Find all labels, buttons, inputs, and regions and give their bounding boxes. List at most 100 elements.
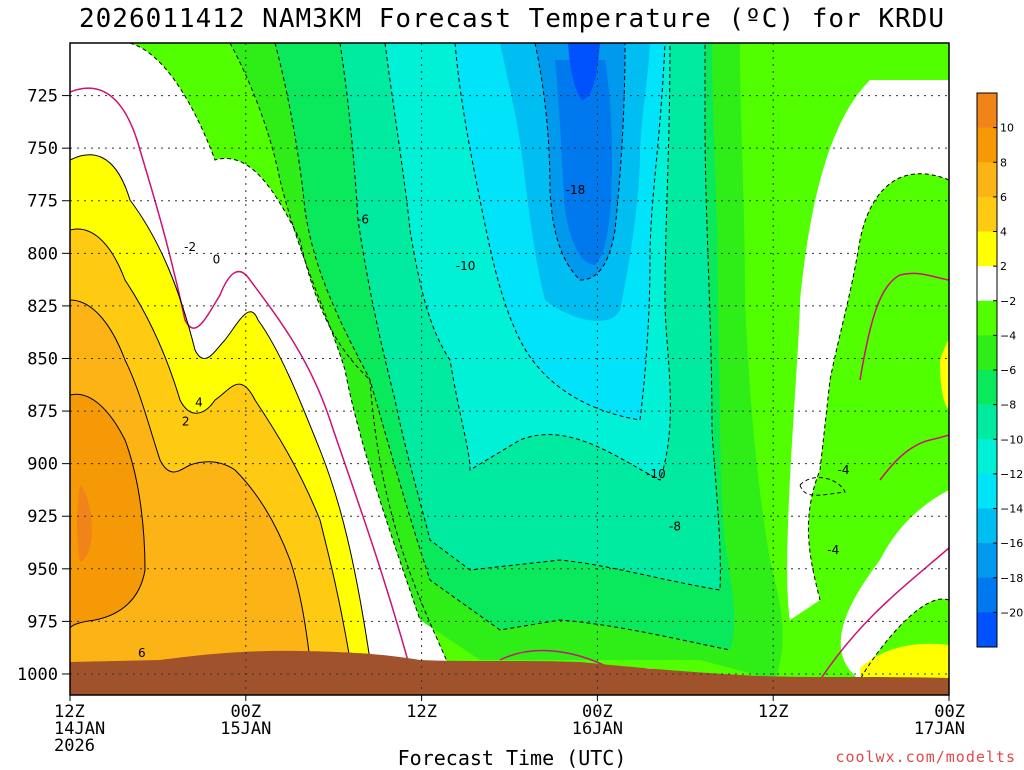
y-tick-label: 975: [27, 612, 58, 632]
x-tick-label: 14JAN: [54, 719, 105, 739]
freezing-line-right: [819, 547, 949, 681]
isotherm-m2-right: [859, 598, 949, 681]
x-tick-label: 00Z: [582, 702, 613, 722]
y-tick-label: 750: [27, 139, 58, 159]
x-tick-label: 12Z: [758, 702, 789, 722]
colorbar-tick-label: −18: [1000, 572, 1023, 585]
colorbar-bin: [977, 543, 997, 579]
colorbar-bin: [977, 612, 997, 648]
colorbar-bin: [977, 577, 997, 613]
isotherm-4: [70, 228, 351, 661]
freezing-line-bottom: [499, 649, 611, 669]
colorbar-tick-label: 4: [1000, 226, 1007, 239]
contour-label: 4: [195, 396, 203, 410]
colorbar-bin: [977, 370, 997, 406]
contour-label: -8: [669, 520, 681, 534]
isotherm-m4-loop: [799, 476, 846, 496]
colorbar: 10 8 6 4 2 −2 −4 −6 −8 −10 −12 −14 −16 −18 −20: [976, 92, 1023, 648]
x-tick-label: 12Z: [406, 702, 437, 722]
x-tick-label: 2026: [54, 736, 95, 756]
band-right-edge: [940, 338, 949, 410]
y-tick-label: 925: [27, 507, 58, 527]
freezing-line-right-mid: [879, 434, 949, 481]
y-tick-label: 900: [27, 455, 58, 475]
colorbar-bin: [977, 196, 997, 232]
colorbar-bin: [977, 404, 997, 440]
colorbar-tick-label: −4: [1000, 329, 1016, 342]
colorbar-tick-label: −2: [1000, 295, 1016, 308]
colorbar-tick-label: −16: [1000, 537, 1023, 550]
colorbar-tick-label: −6: [1000, 364, 1016, 377]
contour-label: -6: [357, 213, 369, 227]
contour-label: -4: [838, 463, 850, 477]
x-tick-label: 16JAN: [572, 719, 623, 739]
colorbar-tick-label: 2: [1000, 260, 1007, 273]
isotherm-m8: [339, 43, 721, 591]
colorbar-tick-label: 6: [1000, 191, 1007, 204]
y-tick-label: 800: [27, 244, 58, 264]
x-tick-label: 17JAN: [914, 719, 965, 739]
colorbar-tick-label: −14: [1000, 503, 1023, 516]
y-tick-label: 950: [27, 560, 58, 580]
colorbar-tick-label: −12: [1000, 468, 1023, 481]
colorbar-tick-label: −10: [1000, 433, 1023, 446]
band-10-12: [77, 485, 92, 562]
colorbar-tick-label: 8: [1000, 156, 1007, 169]
contour-label: -10: [456, 259, 476, 273]
isotherm-m12: [454, 43, 666, 421]
isotherm-6: [70, 299, 311, 661]
colorbar-bin: [977, 93, 997, 129]
colorbar-bin: [977, 335, 997, 371]
y-tick-label: 825: [27, 297, 58, 317]
colorbar-bin: [977, 127, 997, 163]
y-tick-label: 875: [27, 402, 58, 422]
credit-link[interactable]: coolwx.com/modelts: [835, 748, 1016, 766]
contour-label: -18: [566, 183, 586, 197]
contour-label: -4: [827, 543, 839, 557]
isotherm-m16: [534, 43, 626, 281]
contour-label: 6: [138, 646, 146, 660]
contour-label: 0: [213, 253, 221, 267]
colorbar-bin: [977, 473, 997, 509]
band-warm-pocket: [196, 521, 226, 566]
contour-label: -10: [646, 467, 666, 481]
terrain: [70, 650, 949, 695]
y-tick-label: 850: [27, 349, 58, 369]
y-tick-label: 1000: [17, 665, 58, 685]
colorbar-bin: [977, 300, 997, 336]
band-8-10: [70, 394, 145, 628]
isotherm-m2: [129, 43, 451, 669]
y-tick-label: 725: [27, 87, 58, 107]
contour-label: 2: [182, 415, 190, 429]
chart-title: 2026011412 NAM3KM Forecast Temperature (…: [79, 4, 945, 34]
plot-area: [70, 43, 949, 695]
isotherm-m4-right: [807, 173, 949, 601]
isotherm-2: [70, 154, 371, 661]
colorbar-tick-label: −8: [1000, 399, 1016, 412]
colorbar-bin: [977, 231, 997, 267]
freezing-line-left: [70, 87, 411, 669]
x-axis-label: Forecast Time (UTC): [397, 746, 627, 770]
colorbar-bin: [977, 439, 997, 475]
contour-label: -2: [184, 240, 196, 254]
colorbar-bin: [977, 508, 997, 544]
plot-frame: [69, 42, 950, 696]
colorbar-tick-label: −20: [1000, 606, 1023, 619]
band-m18-m20: [555, 60, 612, 265]
isotherm-m10: [384, 43, 671, 481]
x-tick-label: 00Z: [230, 702, 261, 722]
y-tick-label: 775: [27, 192, 58, 212]
isotherm-m4: [229, 43, 421, 621]
freezing-line-right-upper: [859, 272, 949, 381]
x-tick-label: 12Z: [54, 702, 85, 722]
x-tick-label: 00Z: [934, 702, 965, 722]
contour-labels: -2 0 -6 -10 -18 24 6 -10 -8 -4 -4: [138, 183, 850, 660]
colorbar-bin: [977, 266, 997, 302]
band-m20-m22: [568, 43, 600, 100]
y-axis: 725 750 775 800 825 850 875 900 925 950 975 1000: [17, 87, 70, 685]
isotherm-8: [70, 393, 146, 629]
x-tick-label: 15JAN: [220, 719, 271, 739]
isotherm-m6: [274, 43, 731, 651]
